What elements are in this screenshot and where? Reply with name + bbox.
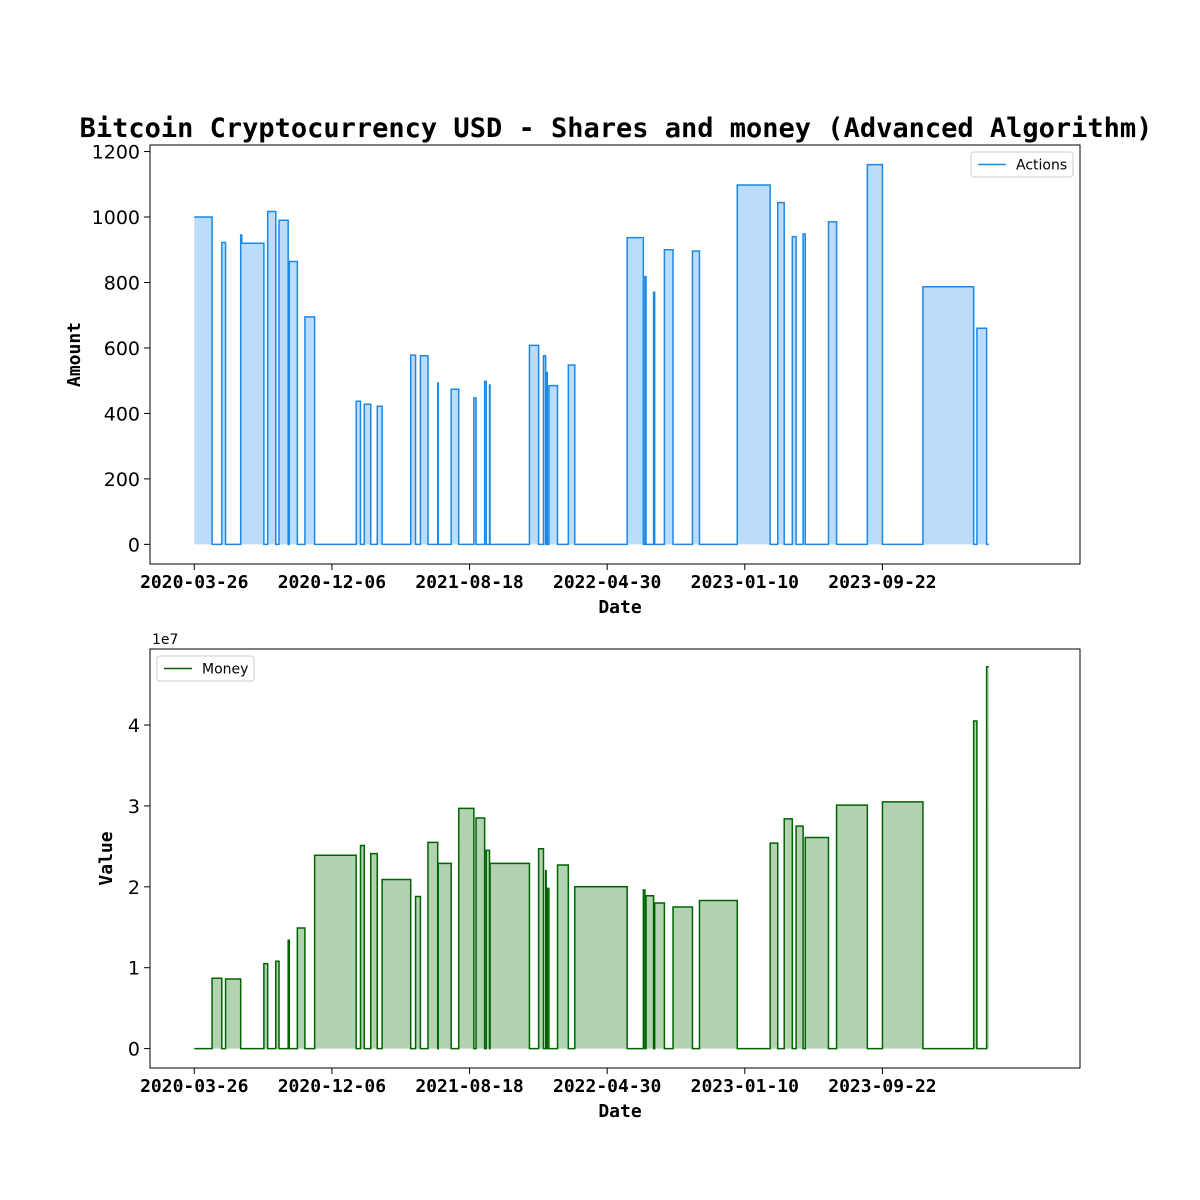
area-fill-actions — [194, 164, 989, 545]
y-tick-label: 400 — [104, 403, 140, 425]
legend: Money — [156, 655, 255, 682]
y-tick-label: 200 — [104, 469, 140, 491]
x-axis-label: Date — [598, 597, 642, 618]
y-tick-label: 800 — [104, 272, 140, 294]
x-tick-label: 2020-03-26 — [140, 1076, 248, 1097]
y-tick-label: 1 — [128, 958, 140, 980]
y-tick-label: 0 — [128, 1039, 140, 1061]
money-axes: 2020-03-26 2020-12-06 2021-08-18 2022-04-30… — [96, 632, 1081, 1122]
y-tick-label: 4 — [128, 715, 140, 737]
y-tick-label: 600 — [104, 338, 140, 360]
legend-box — [970, 151, 1074, 178]
y-axis-label: Amount — [64, 322, 85, 387]
y-tick-label: 1000 — [92, 207, 140, 229]
legend-box — [156, 655, 255, 682]
x-tick-label: 2023-09-22 — [828, 572, 936, 593]
x-tick-label: 2022-04-30 — [553, 1076, 661, 1097]
y-tick-label: 1200 — [92, 142, 140, 164]
y-offset-label: 1e7 — [152, 632, 178, 648]
area-fill-money — [194, 666, 989, 1049]
x-tick-label: 2023-09-22 — [828, 1076, 936, 1097]
y-tick-label: 0 — [128, 534, 140, 556]
series-line-money — [194, 666, 989, 1050]
legend: Actions — [970, 151, 1074, 178]
y-tick-label: 2 — [128, 877, 140, 899]
axes-frame — [149, 648, 1081, 1069]
x-tick-label: 2023-01-10 — [691, 572, 799, 593]
chart-title: Bitcoin Cryptocurrency USD - Shares and … — [80, 113, 1153, 144]
y-axis-label: Value — [96, 831, 117, 885]
actions-axes: 2020-03-26 2020-12-06 2021-08-18 2022-04-30… — [64, 142, 1081, 618]
x-tick-label: 2023-01-10 — [691, 1076, 799, 1097]
x-axis-label: Date — [598, 1101, 642, 1122]
legend-label: Actions — [1016, 158, 1067, 174]
x-tick-label: 2020-12-06 — [278, 1076, 386, 1097]
legend-label: Money — [202, 662, 248, 678]
axes-frame — [149, 144, 1081, 565]
x-tick-label: 2022-04-30 — [553, 572, 661, 593]
x-tick-label: 2021-08-18 — [415, 1076, 523, 1097]
y-tick-label: 3 — [128, 796, 140, 818]
series-line-actions — [194, 163, 989, 546]
x-tick-label: 2020-12-06 — [278, 572, 386, 593]
x-tick-label: 2020-03-26 — [140, 572, 248, 593]
x-tick-label: 2021-08-18 — [415, 572, 523, 593]
